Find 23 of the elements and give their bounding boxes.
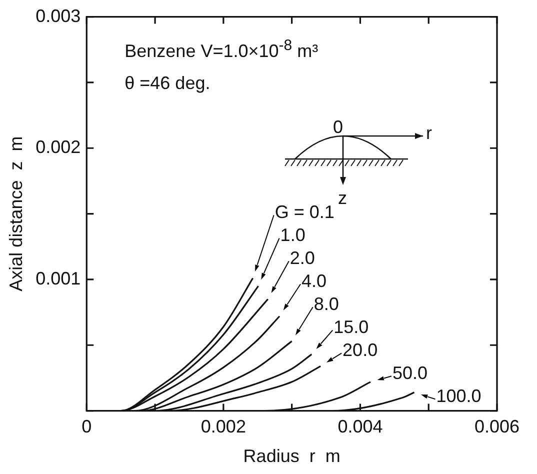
text: G = 0.1	[274, 202, 334, 222]
annotation: θ =46 deg.	[124, 72, 210, 94]
x-axis-title: Radius r m	[243, 446, 340, 466]
y-tick-label: 0.001	[36, 268, 81, 288]
y-tick-label: 0.003	[36, 6, 81, 26]
x-tick-label: 0	[82, 416, 92, 437]
series-label: 20.0	[342, 340, 378, 360]
x-tick-label: 0.004	[338, 416, 383, 437]
y-tick-label: 0.002	[36, 137, 81, 158]
annotation: Benzene V=1.0×10$^{-8}$ m³	[124, 36, 318, 62]
annotation: 0	[332, 116, 343, 137]
x-tick-label: 0.006	[474, 416, 520, 437]
x-tick-label: 0.002	[200, 416, 246, 437]
text: 2.0	[290, 248, 315, 268]
annotation: z	[338, 188, 347, 208]
series-label: 50.0	[392, 363, 428, 384]
series-label: 15.0	[334, 317, 369, 338]
series-label: 8.0	[314, 294, 339, 314]
series-label: 4.0	[302, 271, 327, 292]
annotation: r	[426, 122, 432, 143]
y-axis-title: Axial distance z m	[6, 136, 26, 292]
text: 1.0	[280, 225, 306, 246]
series-label: 100.0	[436, 386, 482, 406]
